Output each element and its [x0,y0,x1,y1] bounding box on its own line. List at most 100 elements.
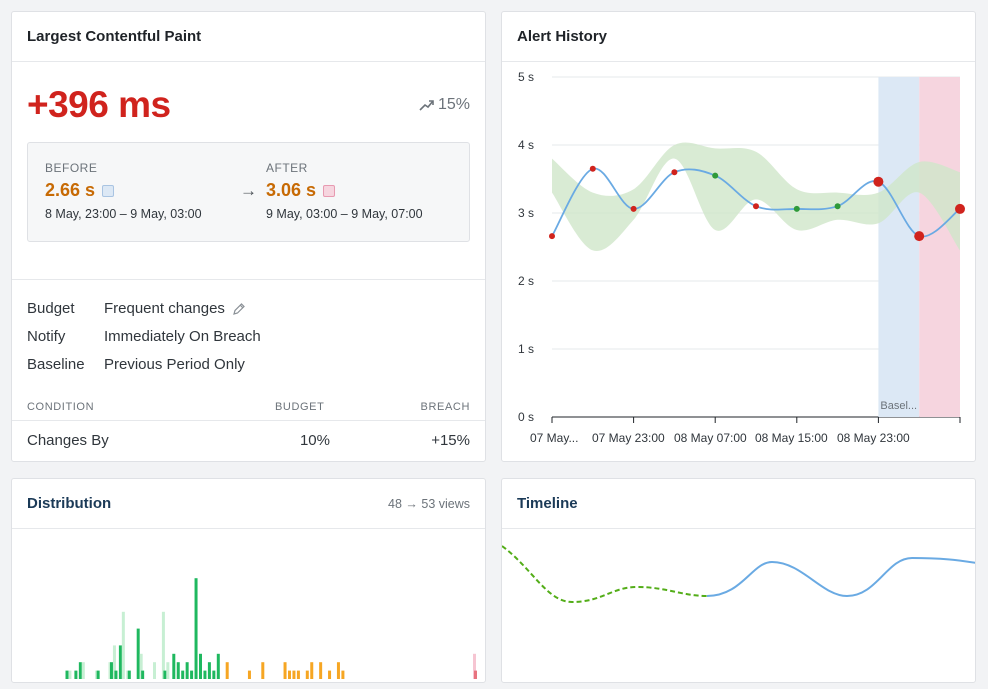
distribution-bar [127,670,131,679]
distribution-bar [110,662,113,679]
trend-up-icon [419,100,434,111]
distribution-bar [141,670,145,679]
x-tick-label: 08 May 23:00 [837,431,910,445]
x-tick-label: 07 May 23:00 [592,431,665,445]
distribution-bar-after [112,645,116,679]
data-point [834,203,841,210]
before-value: 2.66 s [45,180,96,200]
pencil-icon[interactable] [232,302,246,316]
distribution-bar-after [68,670,72,679]
setting-key: Baseline [27,356,85,373]
distribution-bar [207,662,211,679]
distribution-bar [292,670,296,679]
distribution-bar [96,670,100,679]
lcp-delta: +396 ms [27,84,171,125]
data-point [793,205,800,212]
distribution-bar-after [153,662,156,679]
timeline-title: Timeline [517,495,578,512]
data-point [712,172,719,179]
distribution-bar [341,670,345,679]
y-tick-label: 0 s [518,410,534,424]
after-region [919,77,960,417]
divider [12,279,485,280]
col-breach: BREACH [420,401,470,413]
arrow-right-icon: → [240,181,257,200]
distribution-bar [199,653,202,679]
distribution-bar [328,670,332,679]
trend-pct: 15% [437,96,470,113]
y-tick-label: 4 s [518,138,534,152]
data-point [671,169,678,176]
distribution-bar-after [166,662,170,679]
distribution-bar-after [139,653,143,679]
distribution-card: Distribution 48 → 53 views [11,478,486,683]
distribution-title: Distribution [27,495,112,512]
after-col: AFTER 3.06 s 9 May, 03:00 – 9 May, 07:00 [266,161,423,221]
data-point [589,165,596,172]
after-value: 3.06 s [266,180,317,200]
after-swatch [323,184,336,197]
setting-key: Budget [27,300,75,317]
timeline-line [706,556,975,598]
distribution-bar [212,670,216,679]
trend-badge: 15% [419,96,470,114]
setting-baseline: Baseline Previous Period Only [27,356,245,373]
before-label: BEFORE [45,161,98,175]
distribution-bar-after [473,653,476,679]
distribution-bar [305,670,309,679]
after-value-row: 3.06 s [266,180,423,201]
distribution-bar [163,670,167,679]
data-point [914,231,925,242]
distribution-bar [216,653,220,679]
distribution-bar-after [161,611,165,679]
before-swatch [102,184,115,197]
distribution-bar [247,670,251,679]
distribution-chart[interactable] [12,530,486,683]
before-value-row: 2.66 s [45,180,202,201]
distribution-bar [296,670,300,679]
timeline-chart[interactable] [502,530,976,683]
setting-notify: Notify Immediately On Breach [27,328,261,345]
x-tick-label: 07 May... [530,431,578,445]
setting-key: Notify [27,328,66,345]
distribution-bar [310,662,314,679]
lcp-title: Largest Contentful Paint [27,28,202,45]
distribution-bar [203,670,207,679]
distribution-bar [172,653,176,679]
distribution-bar [474,670,477,679]
distribution-bar [185,662,189,679]
divider [12,420,485,421]
setting-budget: Budget Frequent changes [27,300,246,317]
y-tick-label: 2 s [518,274,534,288]
before-range: 8 May, 23:00 – 9 May, 03:00 [45,207,202,221]
distribution-bar [194,578,198,679]
distribution-bar [288,670,291,679]
cell-breach: +15% [431,432,470,449]
distribution-bar-after [81,662,85,679]
timeline-header: Timeline [502,479,975,529]
distribution-bar [181,670,185,679]
before-col: BEFORE 2.66 s 8 May, 23:00 – 9 May, 03:0… [45,161,202,221]
after-range: 9 May, 03:00 – 9 May, 07:00 [266,207,423,221]
distribution-bar [261,662,265,679]
x-tick-label: 08 May 15:00 [755,431,828,445]
cell-condition: Changes By [27,432,109,449]
distribution-bar [65,670,69,679]
lcp-card: Largest Contentful Paint +396 ms 15% BEF… [11,11,486,462]
distribution-bar [336,662,340,679]
budget-value: Frequent changes [104,300,225,317]
distribution-bar [118,645,122,679]
distribution-header: Distribution 48 → 53 views [12,479,485,529]
x-tick-label: 08 May 07:00 [674,431,747,445]
lcp-header: Largest Contentful Paint [12,12,485,62]
data-point [549,233,555,240]
distribution-bar [136,628,140,679]
views-count: 48 → 53 views [388,496,470,511]
setting-value: Previous Period Only [104,356,245,373]
alert-history-chart[interactable]: 0 s 1 s 2 s 3 s 4 s 5 s Basel... 07 May... 07 Ma… [502,63,976,462]
data-point [955,203,965,214]
distribution-bar [78,662,82,679]
y-tick-label: 1 s [518,342,534,356]
distribution-bar [114,670,118,679]
expected-range-band [552,142,960,252]
